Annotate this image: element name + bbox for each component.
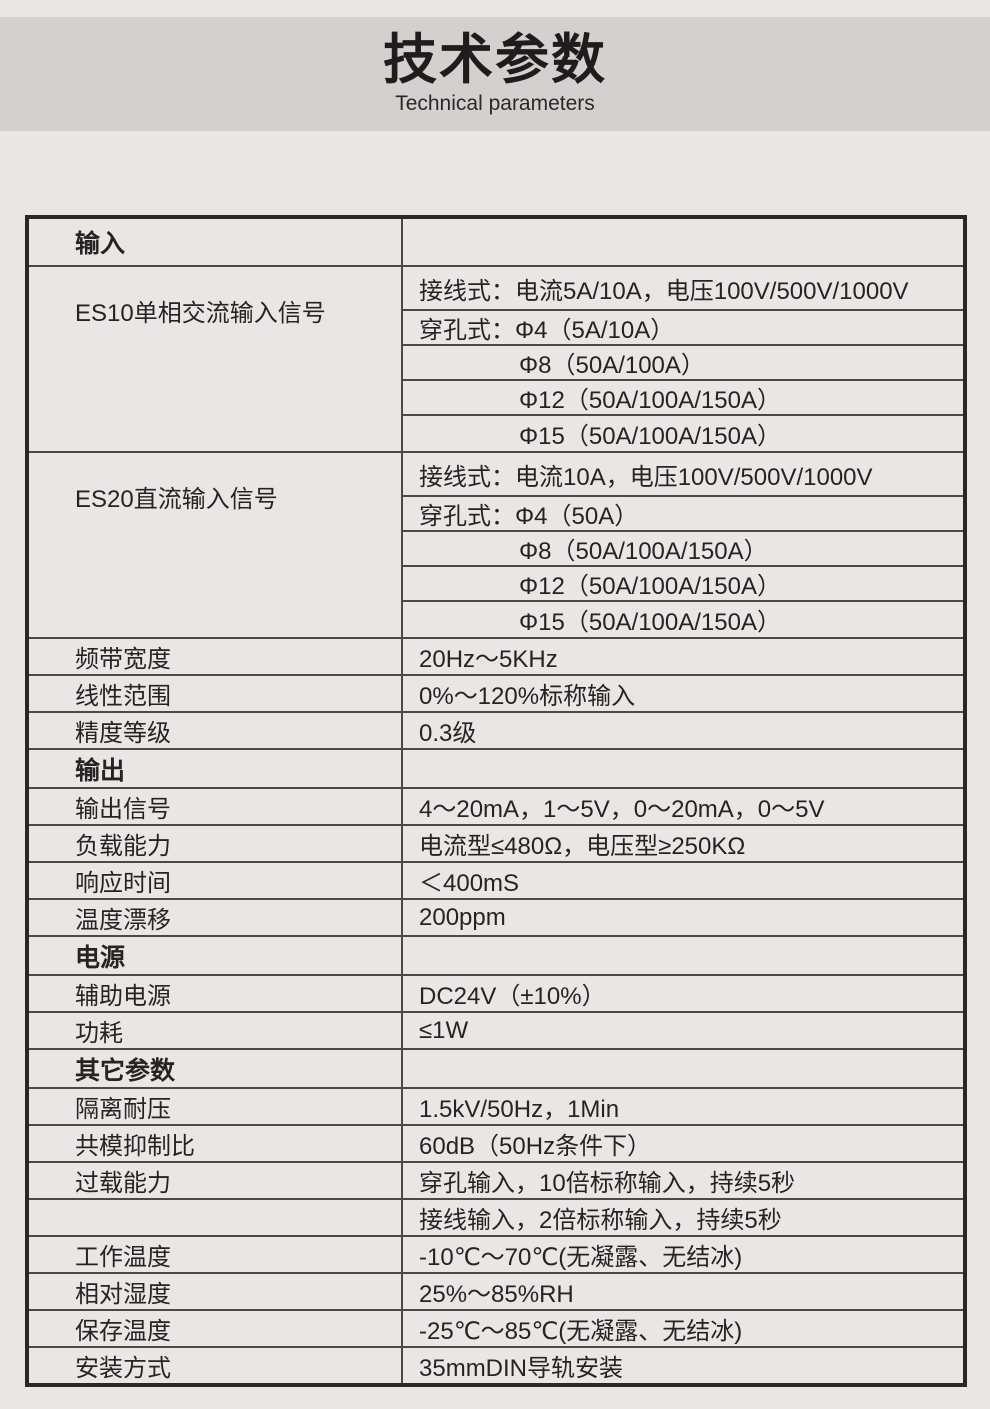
table-row: 频带宽度 20Hz～5KHz: [29, 639, 963, 676]
row-value: 4～20mA，1～5V，0～20mA，0～5V: [401, 789, 963, 824]
table-row-group: ES20直流输入信号 接线式：电流10A，电压100V/500V/1000V 穿孔式…: [29, 453, 963, 639]
spec-table: 输入 ES10单相交流输入信号 接线式：电流5A/10A，电压100V/500V/1…: [25, 215, 967, 1387]
row-label: 过载能力: [75, 1170, 171, 1197]
table-row-group: ES10单相交流输入信号 接线式：电流5A/10A，电压100V/500V/100…: [29, 267, 963, 453]
title-band: 技术参数 Technical parameters: [0, 17, 990, 131]
table-row: 功耗 ≤1W: [29, 1013, 963, 1050]
row-label: 响应时间: [75, 870, 171, 897]
page: 技术参数 Technical parameters 输入 ES10单相交流输入信号…: [0, 17, 990, 1387]
row-label: 隔离耐压: [75, 1096, 171, 1123]
row-value: ≤1W: [401, 1013, 963, 1048]
row-value: 1.5kV/50Hz，1Min: [401, 1089, 963, 1124]
row-value: 35mmDIN导轨安装: [401, 1348, 963, 1383]
row-value: Φ12（50A/100A/150A）: [403, 567, 963, 602]
row-value: 0.3级: [401, 713, 963, 748]
row-label: 输出信号: [75, 796, 171, 823]
row-label: 安装方式: [75, 1355, 171, 1382]
table-row: 温度漂移 200ppm: [29, 900, 963, 937]
table-row: 精度等级 0.3级: [29, 713, 963, 750]
row-value: 60dB（50Hz条件下）: [401, 1126, 963, 1161]
table-row: 响应时间 ＜400mS: [29, 863, 963, 900]
row-value: -10℃～70℃(无凝露、无结冰): [401, 1237, 963, 1272]
row-label: 输入: [75, 230, 126, 258]
table-row: 安装方式 35mmDIN导轨安装: [29, 1348, 963, 1383]
row-label: 其它参数: [75, 1056, 176, 1085]
table-row: 共模抑制比 60dB（50Hz条件下）: [29, 1126, 963, 1163]
row-label: 输出: [75, 756, 126, 785]
row-label: 温度漂移: [75, 907, 171, 934]
page-title: 技术参数: [383, 30, 607, 91]
row-value: 接线式：电流5A/10A，电压100V/500V/1000V: [403, 267, 963, 311]
row-value: ＜400mS: [401, 863, 963, 898]
row-value: 穿孔式：Φ4（50A）: [403, 497, 963, 532]
row-value: 接线式：电流10A，电压100V/500V/1000V: [403, 453, 963, 497]
row-label: 保存温度: [75, 1318, 171, 1345]
table-row: 接线输入，2倍标称输入，持续5秒: [29, 1200, 963, 1237]
row-label: 线性范围: [75, 683, 171, 710]
row-label: 工作温度: [75, 1244, 171, 1271]
table-row: 辅助电源 DC24V（±10%）: [29, 976, 963, 1013]
row-label: 频带宽度: [75, 646, 171, 673]
row-value: [401, 219, 963, 265]
table-row: 线性范围 0%～120%标称输入: [29, 676, 963, 713]
row-value: [401, 750, 963, 787]
row-value: 0%～120%标称输入: [401, 676, 963, 711]
page-subtitle: Technical parameters: [395, 91, 595, 115]
table-row: 相对湿度 25%～85%RH: [29, 1274, 963, 1311]
table-row: 输入: [29, 219, 963, 267]
row-label: 功耗: [75, 1020, 123, 1047]
row-value: 电流型≤480Ω，电压型≥250KΩ: [401, 826, 963, 861]
table-row: 负载能力 电流型≤480Ω，电压型≥250KΩ: [29, 826, 963, 863]
row-label: 辅助电源: [75, 983, 171, 1010]
table-row: 过载能力 穿孔输入，10倍标称输入，持续5秒: [29, 1163, 963, 1200]
row-value: Φ15（50A/100A/150A）: [519, 423, 781, 450]
row-label: [29, 1200, 401, 1235]
row-value: -25℃～85℃(无凝露、无结冰): [401, 1311, 963, 1346]
row-label: 精度等级: [75, 720, 171, 747]
row-value: Φ8（50A/100A/150A）: [403, 532, 963, 567]
row-label: 相对湿度: [75, 1281, 171, 1308]
table-row: 电源: [29, 937, 963, 976]
row-values: 接线式：电流10A，电压100V/500V/1000V 穿孔式：Φ4（50A） Φ8…: [401, 453, 963, 637]
row-label: 负载能力: [75, 833, 171, 860]
row-value: 接线输入，2倍标称输入，持续5秒: [401, 1200, 963, 1235]
row-values: 接线式：电流5A/10A，电压100V/500V/1000V 穿孔式：Φ4（5A/…: [401, 267, 963, 451]
row-value: 25%～85%RH: [401, 1274, 963, 1309]
row-value: 穿孔输入，10倍标称输入，持续5秒: [401, 1163, 963, 1198]
row-value: Φ8（50A/100A）: [403, 346, 963, 381]
row-label: 共模抑制比: [75, 1133, 195, 1160]
row-value: 200ppm: [401, 900, 963, 935]
row-value: Φ15（50A/100A/150A）: [519, 609, 781, 636]
row-label: ES10单相交流输入信号: [75, 300, 326, 327]
row-label: ES20直流输入信号: [75, 486, 278, 513]
table-row: 保存温度 -25℃～85℃(无凝露、无结冰): [29, 1311, 963, 1348]
table-row: 工作温度 -10℃～70℃(无凝露、无结冰): [29, 1237, 963, 1274]
table-row: 输出: [29, 750, 963, 789]
table-row: 隔离耐压 1.5kV/50Hz，1Min: [29, 1089, 963, 1126]
table-row: 输出信号 4～20mA，1～5V，0～20mA，0～5V: [29, 789, 963, 826]
row-value: DC24V（±10%）: [401, 976, 963, 1011]
row-label: 电源: [75, 943, 126, 972]
row-value: 穿孔式：Φ4（5A/10A）: [403, 311, 963, 346]
row-value: Φ12（50A/100A/150A）: [403, 381, 963, 416]
row-value: 20Hz～5KHz: [401, 639, 963, 674]
row-value: [401, 1050, 963, 1087]
row-value: [401, 937, 963, 974]
table-row: 其它参数: [29, 1050, 963, 1089]
